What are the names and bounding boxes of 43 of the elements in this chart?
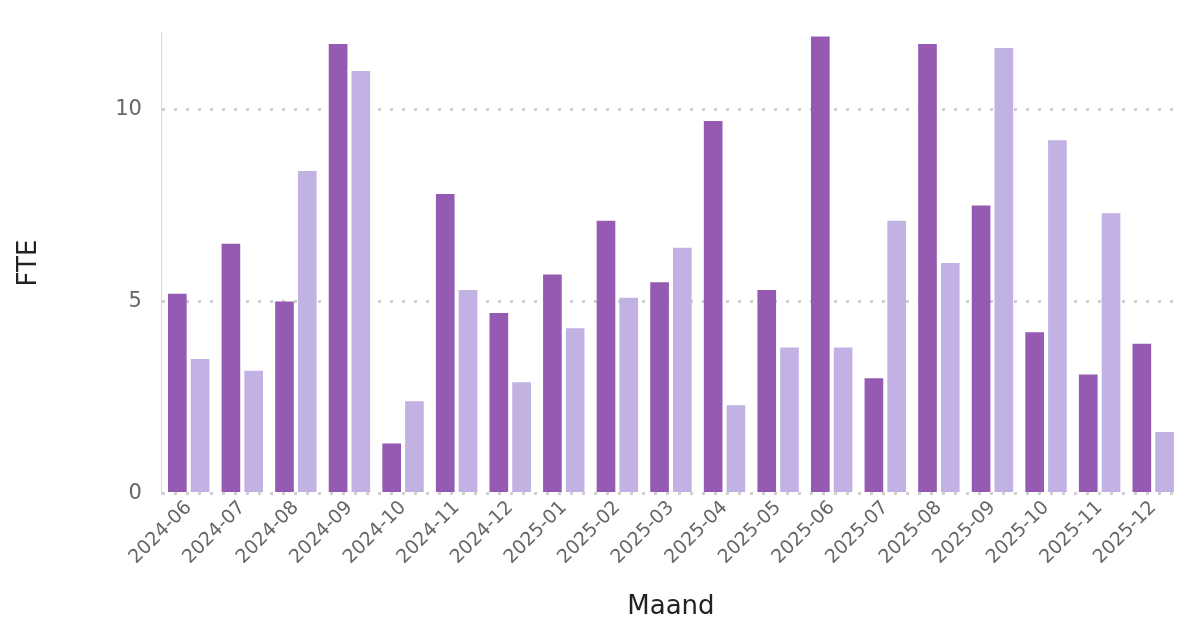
- bar: [275, 301, 294, 493]
- bar: [780, 347, 799, 493]
- bar: [328, 44, 348, 493]
- bar: [994, 47, 1014, 493]
- bar: [1025, 332, 1044, 493]
- bar: [244, 370, 264, 493]
- bar: [1078, 374, 1098, 493]
- bar: [619, 297, 639, 493]
- bar: [351, 71, 371, 493]
- bar: [833, 347, 853, 493]
- x-axis-title: Maand: [627, 590, 715, 621]
- bar: [1155, 432, 1174, 493]
- bar: [887, 220, 907, 493]
- bar: [757, 289, 777, 493]
- bar: [190, 359, 210, 493]
- bar: [297, 170, 317, 493]
- bar: [703, 120, 723, 493]
- bar: [864, 378, 884, 493]
- bar: [650, 282, 669, 493]
- bar: [543, 274, 562, 493]
- y-tick-label: 0: [128, 480, 142, 504]
- bar: [382, 443, 401, 493]
- bar: [435, 193, 455, 493]
- bar: [726, 405, 746, 493]
- bar: [405, 401, 424, 493]
- y-axis-title: FTE: [12, 239, 43, 287]
- bar: [512, 382, 531, 493]
- bar: [596, 220, 616, 493]
- y-tick-label: 5: [128, 287, 142, 312]
- bar: [221, 243, 241, 493]
- bar: [1101, 213, 1121, 493]
- bar: [971, 205, 991, 493]
- y-tick-label: 10: [115, 95, 142, 120]
- bar: [1132, 343, 1152, 493]
- bar: [1048, 140, 1067, 493]
- bar: [673, 247, 692, 493]
- bar: [458, 289, 478, 493]
- bar: [810, 36, 830, 493]
- bar: [489, 313, 509, 493]
- bar: [940, 263, 960, 493]
- bar: [565, 328, 585, 493]
- bar: [167, 293, 187, 493]
- bar: [918, 44, 937, 493]
